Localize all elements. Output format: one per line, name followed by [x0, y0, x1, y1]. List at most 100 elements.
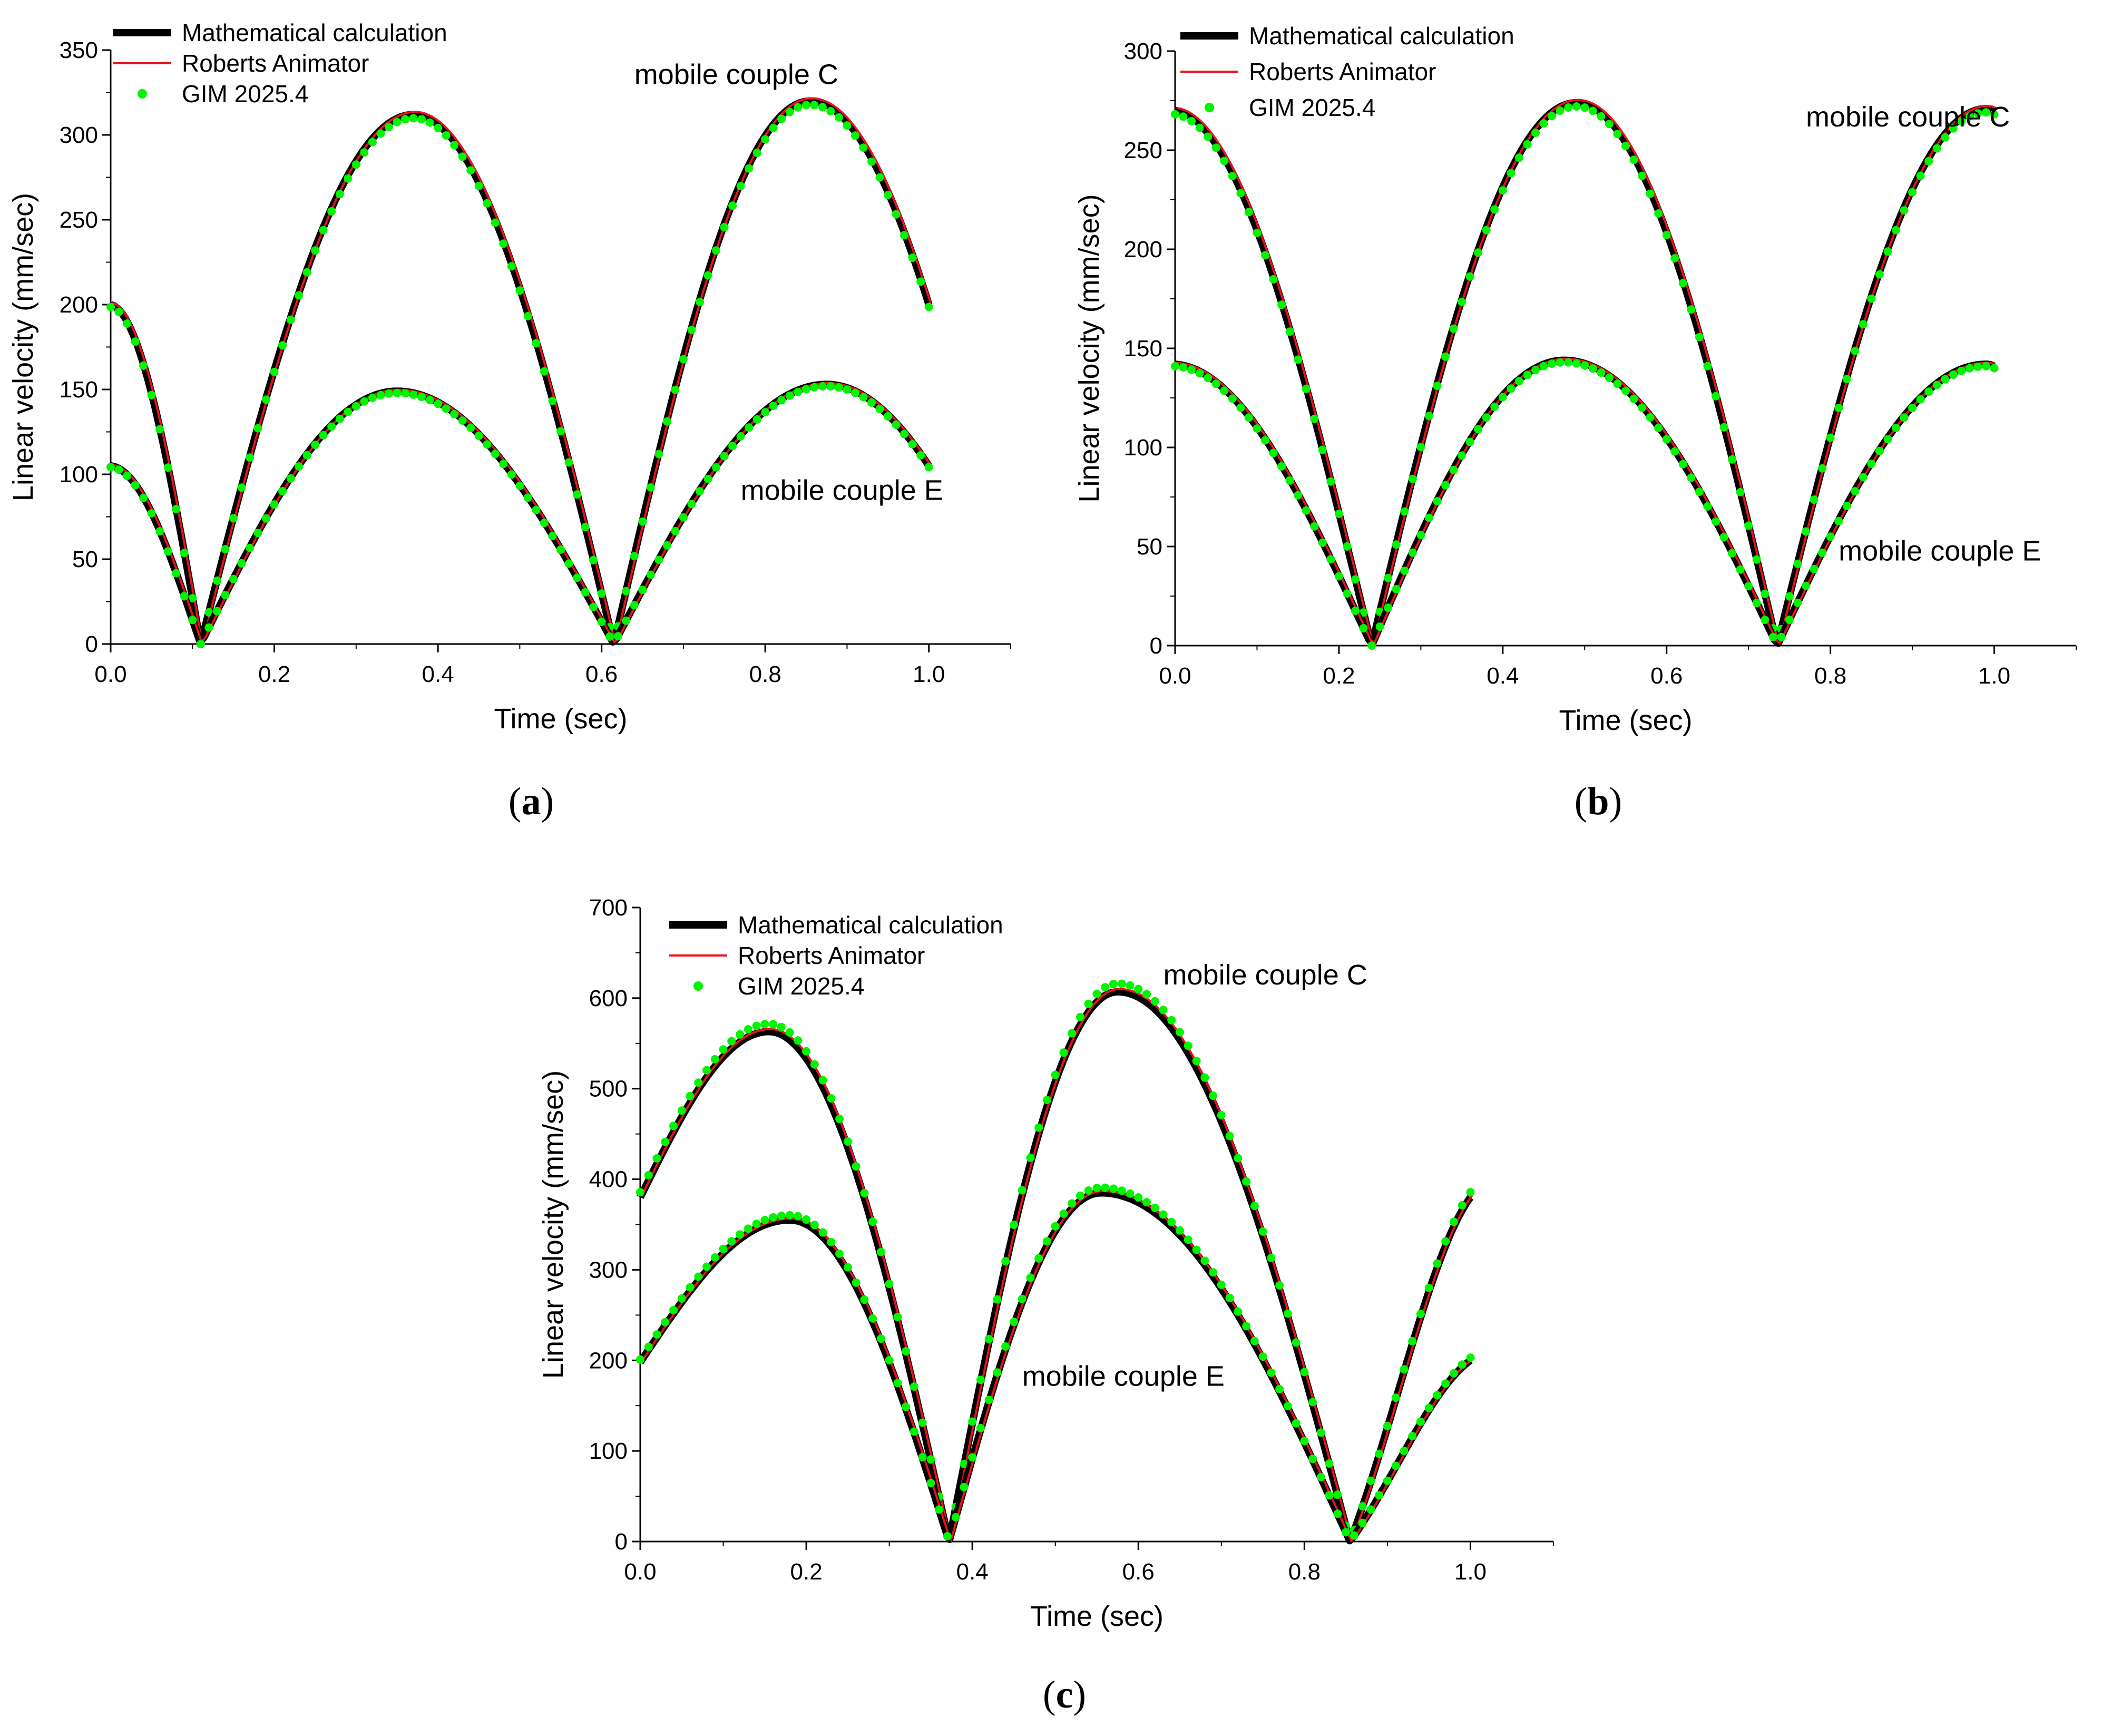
gim-point-E — [1490, 402, 1499, 411]
gim-point-E — [1316, 1472, 1325, 1481]
gim-point-E — [835, 1249, 844, 1258]
gim-point-C — [1034, 1123, 1043, 1132]
gim-point-C — [843, 121, 852, 130]
gim-point-C — [1556, 106, 1565, 115]
gim-point-E — [253, 529, 262, 538]
gim-point-E — [1678, 460, 1687, 469]
gim-point-E — [818, 382, 827, 391]
gim-point-E — [114, 465, 123, 474]
gim-point-E — [155, 527, 164, 536]
gim-point-E — [163, 547, 172, 556]
gim-point-E — [687, 500, 696, 509]
gim-point-C — [1184, 1041, 1192, 1050]
gim-point-E — [1192, 1245, 1201, 1254]
gim-point-C — [876, 1247, 885, 1256]
gim-point-C — [327, 207, 336, 216]
gim-point-E — [1588, 364, 1597, 373]
gim-point-C — [736, 1030, 745, 1039]
gim-point-E — [622, 616, 631, 625]
gim-point-C — [1662, 231, 1671, 239]
gim-point-E — [1924, 387, 1933, 396]
gim-point-E — [1184, 1235, 1192, 1244]
gim-point-E — [1424, 513, 1433, 522]
x-axis-label: Time (sec) — [1559, 705, 1693, 736]
gim-point-C — [1195, 123, 1204, 132]
y-tick-label: 200 — [589, 1348, 628, 1373]
gim-point-C — [442, 131, 451, 140]
gim-point-E — [1359, 624, 1368, 632]
y-tick-label: 600 — [589, 986, 628, 1011]
gim-point-C — [1523, 140, 1532, 149]
gim-point-C — [1916, 171, 1925, 180]
gim-point-E — [1449, 465, 1458, 474]
gim-point-E — [1768, 632, 1777, 641]
gim-point-C — [1258, 1227, 1267, 1236]
gim-point-C — [1018, 1186, 1026, 1195]
gim-point-C — [1126, 981, 1135, 990]
gim-point-C — [1490, 205, 1499, 214]
gim-point-E — [827, 1237, 836, 1246]
gim-point-C — [450, 141, 459, 150]
gim-point-C — [852, 1162, 861, 1171]
gim-point-E — [229, 574, 238, 583]
gim-point-E — [1597, 368, 1606, 377]
legend-swatch-gim — [693, 981, 703, 991]
gim-point-E — [270, 500, 279, 509]
gim-point-E — [1018, 1294, 1026, 1303]
gim-point-C — [1441, 1237, 1450, 1246]
gim-point-E — [417, 393, 426, 402]
gim-point-E — [777, 396, 786, 405]
y-axis-label: Linear velocity (mm/sec) — [537, 1070, 569, 1379]
gim-point-E — [1275, 1384, 1284, 1393]
gim-point-E — [131, 481, 140, 490]
gim-point-E — [918, 1452, 927, 1461]
x-tick-label: 0.4 — [422, 661, 454, 687]
gim-point-C — [1728, 455, 1737, 464]
gim-point-C — [1580, 103, 1589, 112]
gim-point-C — [409, 114, 418, 123]
gim-point-E — [286, 474, 295, 483]
gim-point-E — [147, 509, 156, 518]
gim-point-C — [646, 483, 655, 492]
gim-point-E — [745, 423, 754, 432]
gim-point-E — [450, 410, 459, 418]
gim-point-C — [1416, 1310, 1425, 1319]
gim-point-C — [1761, 589, 1769, 598]
gim-point-C — [1908, 188, 1917, 197]
gim-point-E — [1228, 394, 1237, 403]
gim-point-C — [728, 201, 737, 210]
gim-point-C — [644, 1171, 653, 1179]
gim-point-C — [335, 190, 344, 199]
gim-point-C — [679, 355, 688, 364]
gim-point-C — [1670, 254, 1679, 263]
gim-point-E — [1242, 1322, 1251, 1331]
gim-point-C — [885, 1280, 894, 1288]
gim-point-E — [295, 462, 304, 471]
gim-point-E — [1318, 538, 1327, 547]
gim-point-C — [1076, 1012, 1084, 1021]
chart-panel-c: 0 100 200 300 400 500 600 700 0.0 0.2 0.4 0.6 0.8 1.0… — [537, 895, 1554, 1717]
gim-point-C — [1234, 1154, 1243, 1163]
gim-point-C — [662, 417, 671, 426]
gim-point-E — [884, 412, 893, 421]
annotation: mobile couple E — [1022, 1360, 1225, 1392]
gim-point-C — [483, 199, 492, 208]
gim-point-C — [466, 166, 475, 175]
gim-point-E — [1712, 517, 1720, 526]
gim-point-C — [1318, 445, 1327, 454]
gim-point-C — [851, 131, 859, 140]
gim-point-C — [671, 385, 680, 394]
gim-point-E — [736, 1230, 745, 1239]
gim-point-C — [1392, 540, 1401, 549]
gim-point-E — [548, 532, 557, 541]
gim-point-C — [1646, 189, 1655, 198]
x-tick-label: 0.8 — [1288, 1559, 1321, 1585]
legend-label: Roberts Animator — [1249, 58, 1436, 85]
gim-point-C — [1277, 300, 1286, 309]
gim-point-E — [761, 408, 770, 417]
gim-point-C — [910, 1382, 918, 1391]
gim-point-C — [1134, 984, 1143, 993]
gim-point-C — [564, 458, 573, 467]
gim-point-E — [1150, 1203, 1159, 1212]
gim-point-C — [114, 307, 123, 316]
